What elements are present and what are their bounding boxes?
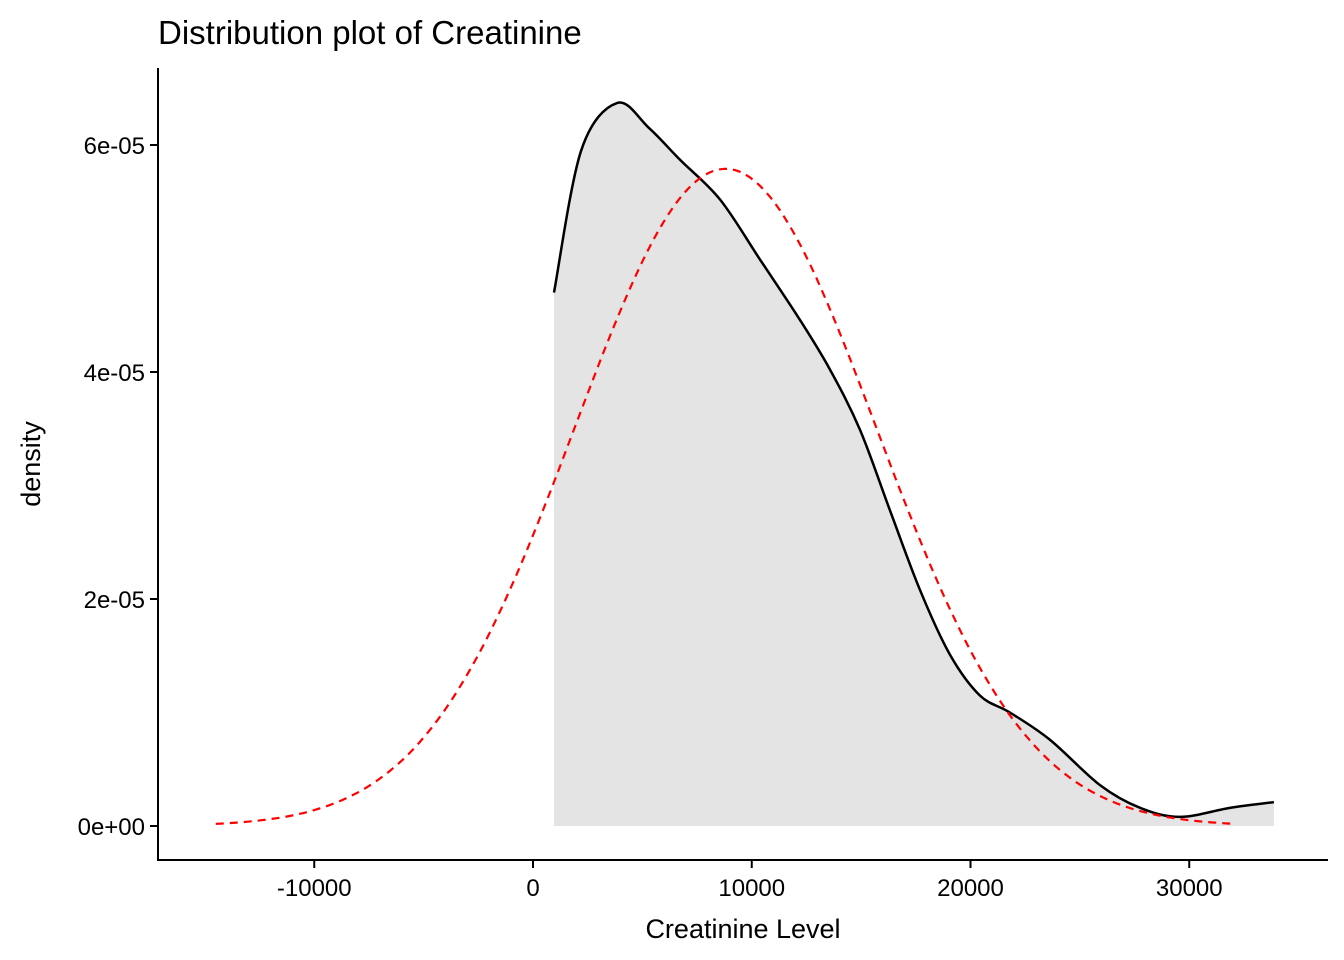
x-axis-ticks: -10000 0 10000 20000 30000 [277, 860, 1223, 902]
x-tick-label: 30000 [1156, 875, 1223, 902]
y-tick-label: 4e-05 [84, 360, 145, 387]
y-tick-label: 0e+00 [78, 814, 145, 841]
x-tick-label: 0 [526, 875, 539, 902]
density-fill [554, 102, 1274, 827]
x-axis-label: Creatinine Level [645, 914, 840, 944]
y-tick-label: 2e-05 [84, 587, 145, 614]
x-tick-label: 20000 [937, 875, 1004, 902]
chart-title: Distribution plot of Creatinine [158, 14, 582, 51]
plot-area [215, 101, 1275, 827]
y-axis-label: density [16, 421, 46, 507]
density-line [552, 101, 1275, 819]
normal-fit-line [215, 167, 1234, 825]
x-tick-label: 10000 [718, 875, 785, 902]
y-axis-ticks: 0e+00 2e-05 4e-05 6e-05 [78, 133, 158, 841]
x-tick-label: -10000 [277, 875, 352, 902]
y-tick-label: 6e-05 [84, 133, 145, 160]
